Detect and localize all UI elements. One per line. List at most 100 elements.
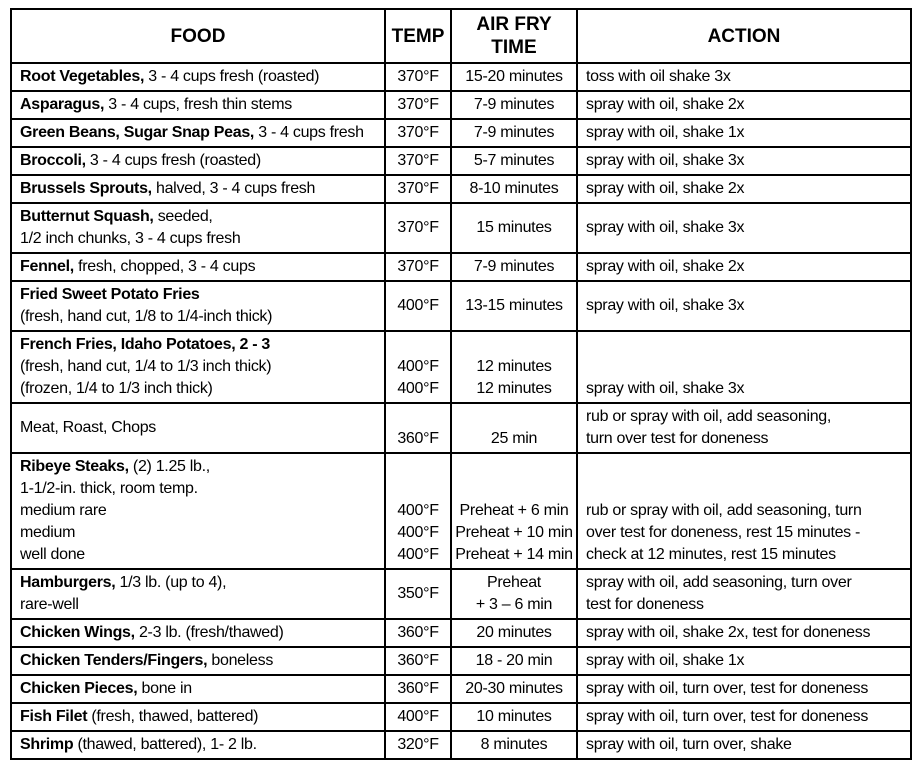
cell-line: rub or spray with oil, add seasoning, [586, 408, 832, 425]
cell-line: Shrimp (thawed, battered), 1- 2 lb. [20, 736, 257, 753]
cell-temp: 360°F [386, 676, 450, 702]
cell-line: 400°F [397, 546, 439, 563]
cell-line [388, 478, 448, 500]
cell-line [454, 456, 574, 478]
cell-line: 370°F [397, 152, 439, 169]
cell-line: Preheat + 6 min [459, 502, 569, 519]
cell-food: Chicken Wings, 2-3 lb. (fresh/thawed) [12, 620, 384, 646]
cell-time: 12 minutes 12 minutes [452, 332, 576, 402]
cell-food: Fish Filet (fresh, thawed, battered) [12, 704, 384, 730]
cell-line: test for doneness [586, 596, 704, 613]
cell-action: spray with oil, shake 1x [578, 120, 910, 146]
cell-line: spray with oil, shake 1x [586, 124, 745, 141]
cell-line: Preheat + 10 min [455, 524, 573, 541]
cell-food: Broccoli, 3 - 4 cups fresh (roasted) [12, 148, 384, 174]
cell-temp: 370°F [386, 204, 450, 252]
cell-line: (fresh, hand cut, 1/4 to 1/3 inch thick) [20, 358, 272, 375]
cell-line: 12 minutes [476, 380, 552, 397]
cell-temp: 350°F [386, 570, 450, 618]
cell-line: spray with oil, add seasoning, turn over [586, 574, 852, 591]
cell-line: Root Vegetables, 3 - 4 cups fresh (roast… [20, 68, 320, 85]
cell-action: spray with oil, turn over, shake [578, 732, 910, 758]
cell-time: 7-9 minutes [452, 254, 576, 280]
cell-food: Shrimp (thawed, battered), 1- 2 lb. [12, 732, 384, 758]
cell-line: spray with oil, shake 3x [586, 219, 745, 236]
cell-temp: 360°F [386, 620, 450, 646]
column-header-action: ACTION [578, 10, 910, 62]
cell-time: 15 minutes [452, 204, 576, 252]
cell-temp: 360°F [386, 648, 450, 674]
cell-time: 13-15 minutes [452, 282, 576, 330]
cell-line: 7-9 minutes [473, 258, 555, 275]
cell-temp: 320°F [386, 732, 450, 758]
cell-line: 8-10 minutes [469, 180, 559, 197]
cell-action: spray with oil, shake 3x [578, 332, 910, 402]
cell-line: 20-30 minutes [465, 680, 563, 697]
cell-line: 360°F [397, 652, 439, 669]
cell-time: 25 min [452, 404, 576, 452]
cell-temp: 360°F [386, 404, 450, 452]
cell-food: Green Beans, Sugar Snap Peas, 3 - 4 cups… [12, 120, 384, 146]
cell-temp: 400°F 400°F 400°F [386, 454, 450, 568]
cell-line: 10 minutes [476, 708, 552, 725]
cell-line: spray with oil, shake 3x [586, 152, 745, 169]
cell-line: Preheat [487, 574, 541, 591]
cell-line: 350°F [397, 585, 439, 602]
cell-temp: 370°F [386, 92, 450, 118]
cell-action: spray with oil, shake 3x [578, 282, 910, 330]
cell-action: spray with oil, shake 1x [578, 648, 910, 674]
cell-action: spray with oil, shake 2x, test for donen… [578, 620, 910, 646]
cell-line: medium rare [20, 502, 107, 519]
cell-food: Fennel, fresh, chopped, 3 - 4 cups [12, 254, 384, 280]
cell-action: spray with oil, shake 3x [578, 204, 910, 252]
column-header-label: FOOD [170, 25, 226, 47]
cell-line: over test for doneness, rest 15 minutes … [586, 524, 861, 541]
cell-temp: 370°F [386, 254, 450, 280]
cell-action: spray with oil, turn over, test for done… [578, 676, 910, 702]
cell-food: Chicken Pieces, bone in [12, 676, 384, 702]
cell-line: spray with oil, shake 2x, test for donen… [586, 624, 871, 641]
cell-time: 5-7 minutes [452, 148, 576, 174]
cell-line: 7-9 minutes [473, 124, 555, 141]
cell-line: spray with oil, shake 3x [586, 380, 745, 397]
cell-food: Root Vegetables, 3 - 4 cups fresh (roast… [12, 64, 384, 90]
cell-line: well done [20, 546, 85, 563]
cell-action: spray with oil, shake 2x [578, 92, 910, 118]
cell-line: 360°F [397, 430, 439, 447]
cell-line [388, 334, 448, 356]
cell-line: Fish Filet (fresh, thawed, battered) [20, 708, 259, 725]
cell-line: 320°F [397, 736, 439, 753]
cell-line: Chicken Wings, 2-3 lb. (fresh/thawed) [20, 624, 284, 641]
cell-temp: 400°F [386, 704, 450, 730]
cell-line: + 3 – 6 min [475, 596, 553, 613]
cell-temp: 370°F [386, 176, 450, 202]
cell-line: spray with oil, turn over, shake [586, 736, 792, 753]
cell-line: 400°F [397, 358, 439, 375]
cell-time: 20 minutes [452, 620, 576, 646]
cell-time: 7-9 minutes [452, 120, 576, 146]
cell-line: 400°F [397, 297, 439, 314]
cell-line: Green Beans, Sugar Snap Peas, 3 - 4 cups… [20, 124, 364, 141]
cell-time: 8 minutes [452, 732, 576, 758]
cell-line: 370°F [397, 68, 439, 85]
cell-line [586, 356, 902, 378]
cell-line: Broccoli, 3 - 4 cups fresh (roasted) [20, 152, 261, 169]
cell-line [586, 456, 902, 478]
cell-line: Hamburgers, 1/3 lb. (up to 4), [20, 574, 227, 591]
cell-line: spray with oil, turn over, test for done… [586, 680, 869, 697]
cell-food: Meat, Roast, Chops [12, 404, 384, 452]
cell-line: turn over test for doneness [586, 430, 769, 447]
cell-action: spray with oil, shake 2x [578, 254, 910, 280]
column-header-label: ACTION [707, 25, 781, 47]
cell-line: 370°F [397, 96, 439, 113]
column-header-label: AIR FRY TIME [476, 14, 552, 58]
cell-line: 400°F [397, 502, 439, 519]
cell-line [586, 478, 902, 500]
cell-line: 8 minutes [480, 736, 548, 753]
cell-line: 360°F [397, 624, 439, 641]
cell-line: Brussels Sprouts, halved, 3 - 4 cups fre… [20, 180, 316, 197]
cell-line: Preheat + 14 min [455, 546, 573, 563]
cell-temp: 370°F [386, 64, 450, 90]
cell-line: 25 min [490, 430, 538, 447]
cell-time: 18 - 20 min [452, 648, 576, 674]
